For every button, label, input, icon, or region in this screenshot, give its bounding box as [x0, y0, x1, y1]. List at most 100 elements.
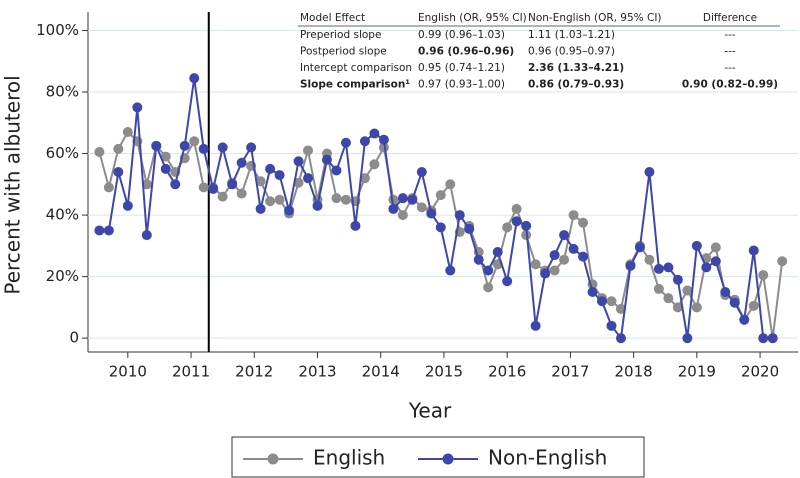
- legend-label: Non-English: [488, 446, 607, 470]
- point: [369, 128, 380, 139]
- x-tick-label: 2020: [741, 363, 779, 381]
- point: [445, 179, 456, 190]
- point: [691, 302, 702, 313]
- point: [777, 256, 788, 267]
- point: [758, 270, 769, 281]
- point: [606, 296, 617, 307]
- x-tick-label: 2011: [172, 363, 210, 381]
- legend-marker: [442, 453, 454, 465]
- point: [568, 243, 579, 254]
- x-tick-label: 2019: [678, 363, 716, 381]
- point: [255, 176, 266, 187]
- table-cell: 1.11 (1.03–1.21): [528, 29, 615, 41]
- point: [246, 142, 257, 153]
- point: [340, 194, 351, 205]
- point: [426, 208, 437, 219]
- point: [758, 333, 769, 344]
- table-cell: 0.95 (0.74–1.21): [418, 62, 505, 74]
- x-tick-label: 2013: [298, 363, 336, 381]
- table-header: Model Effect: [300, 12, 365, 24]
- point: [435, 222, 446, 233]
- point: [739, 314, 750, 325]
- table-cell: 2.36 (1.33–4.21): [528, 62, 624, 74]
- y-axis-label: Percent with albuterol: [1, 75, 25, 294]
- point: [606, 320, 617, 331]
- table-header: Difference: [703, 12, 757, 24]
- y-tick-label: 20%: [46, 267, 79, 285]
- point: [597, 296, 608, 307]
- point: [378, 134, 389, 145]
- y-tick-label: 60%: [46, 144, 79, 162]
- point: [483, 282, 494, 293]
- point: [284, 205, 295, 216]
- y-tick-label: 0: [69, 329, 79, 347]
- point: [369, 159, 380, 170]
- point: [160, 163, 171, 174]
- point: [644, 167, 655, 177]
- table-cell: Slope comparison¹: [300, 79, 410, 91]
- point: [198, 143, 209, 154]
- point: [672, 302, 683, 313]
- table-cell: ---: [724, 29, 736, 41]
- point: [720, 287, 731, 297]
- point: [179, 140, 190, 151]
- point: [559, 254, 570, 265]
- x-tick-label: 2015: [425, 363, 463, 381]
- point: [578, 217, 589, 228]
- point: [359, 173, 370, 184]
- point: [236, 188, 247, 199]
- point: [625, 260, 636, 271]
- point: [691, 240, 702, 251]
- point: [559, 230, 570, 241]
- table-cell: 0.86 (0.79–0.93): [528, 79, 624, 91]
- point: [549, 250, 560, 261]
- point: [530, 320, 541, 331]
- table-cell: 0.90 (0.82–0.99): [682, 79, 778, 91]
- point: [454, 210, 465, 221]
- x-tick-label: 2010: [109, 363, 147, 381]
- point: [483, 265, 494, 276]
- point: [568, 210, 579, 221]
- point: [94, 225, 105, 236]
- point: [710, 256, 721, 267]
- table-cell: Preperiod slope: [300, 29, 381, 41]
- point: [141, 230, 152, 241]
- point: [388, 203, 399, 214]
- table-header: Non-English (OR, 95% CI): [528, 12, 662, 24]
- point: [397, 193, 408, 204]
- point: [416, 167, 427, 177]
- table-cell: ---: [724, 46, 736, 58]
- point: [492, 247, 503, 257]
- point: [407, 194, 418, 205]
- point: [710, 242, 721, 253]
- legend-marker: [267, 453, 279, 465]
- point: [303, 145, 314, 156]
- point: [350, 220, 361, 231]
- point: [663, 262, 674, 273]
- point: [122, 127, 133, 137]
- point: [748, 245, 759, 256]
- point: [530, 259, 541, 270]
- point: [293, 177, 304, 188]
- point: [151, 140, 162, 151]
- point: [293, 156, 304, 167]
- point: [103, 225, 114, 236]
- table-cell: ---: [724, 62, 736, 74]
- x-tick-label: 2012: [235, 363, 273, 381]
- point: [502, 276, 513, 287]
- point: [113, 143, 124, 154]
- point: [217, 142, 228, 153]
- point: [729, 297, 740, 308]
- point: [189, 73, 200, 84]
- point: [170, 179, 181, 190]
- point: [464, 223, 475, 234]
- point: [540, 268, 551, 279]
- point: [331, 193, 342, 204]
- table-cell: 0.99 (0.96–1.03): [418, 29, 505, 41]
- point: [511, 203, 522, 214]
- point: [255, 203, 266, 214]
- point: [378, 142, 389, 153]
- point: [265, 163, 276, 174]
- point: [274, 194, 285, 205]
